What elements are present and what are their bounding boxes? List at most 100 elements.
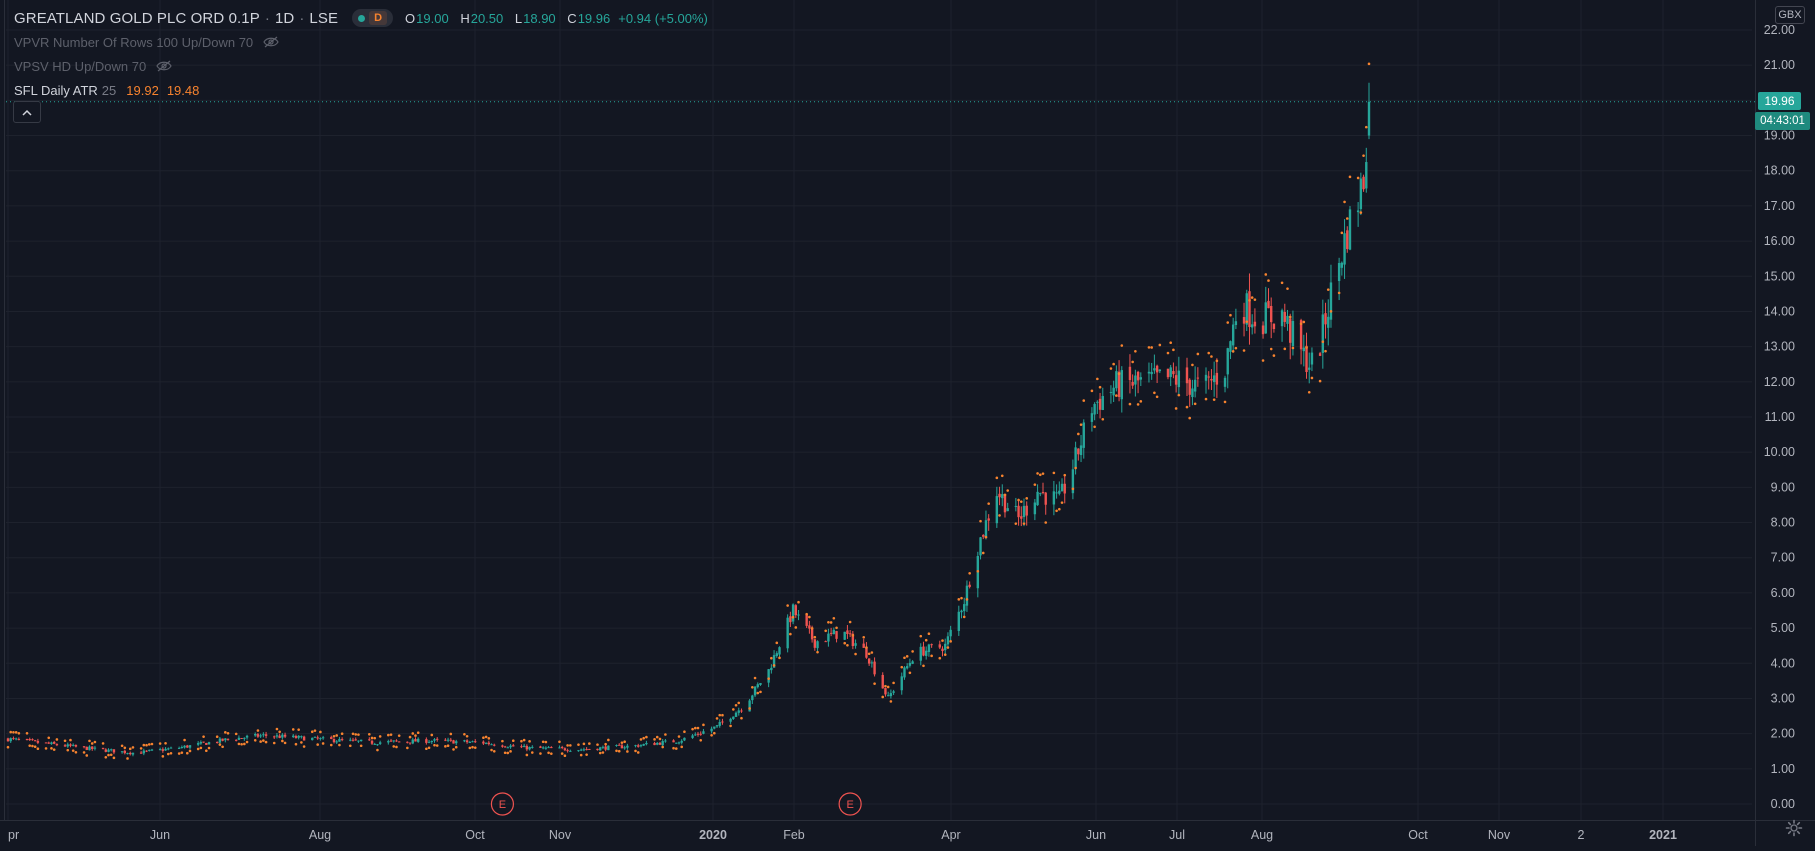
candle-body: [615, 745, 618, 747]
candle-body: [207, 742, 211, 745]
atr-dot: [775, 641, 779, 645]
collapse-legend-button[interactable]: [13, 101, 41, 123]
atr-dot: [1226, 321, 1230, 324]
candle-body: [865, 647, 868, 658]
atr-dot: [981, 551, 985, 555]
indicator-row-atr[interactable]: SFL Daily ATR 25 19.92 19.48: [14, 78, 708, 102]
candle-body: [702, 731, 705, 734]
exchange-label[interactable]: LSE: [309, 9, 339, 27]
atr-value-2: 19.48: [166, 82, 200, 98]
atr-dot: [1101, 417, 1105, 421]
atr-dot: [924, 638, 928, 642]
atr-dot: [85, 754, 89, 757]
candle-body: [283, 734, 287, 737]
atr-dot: [180, 751, 184, 754]
atr-dot: [196, 747, 200, 751]
indicator-label-vpsv[interactable]: VPSV HD Up/Down 70: [14, 58, 147, 74]
candle-body: [944, 643, 947, 651]
candle-body: [259, 735, 262, 737]
interval-label[interactable]: 1D: [274, 9, 295, 27]
candle-body: [1283, 312, 1286, 322]
atr-dot: [243, 742, 246, 746]
candle-body: [881, 674, 884, 689]
candle-body: [482, 741, 485, 744]
symbol-title[interactable]: GREATLAND GOLD PLC ORD 0.1P: [14, 9, 260, 27]
atr-dot: [607, 738, 610, 742]
atr-dot: [808, 615, 811, 619]
atr-dot: [147, 743, 151, 746]
candle-body: [74, 745, 78, 747]
candle-body: [1155, 365, 1159, 373]
candle-body: [1264, 302, 1267, 334]
indicator-name-atr[interactable]: SFL Daily ATR: [14, 82, 98, 98]
eye-off-icon[interactable]: [263, 36, 279, 48]
y-axis-tick-label: 3.00: [1771, 691, 1795, 705]
atr-dot: [639, 738, 643, 741]
atr-dot: [52, 748, 56, 751]
candle-body: [1250, 324, 1254, 328]
close-value: 19.96: [577, 10, 611, 26]
y-axis-tick-label: 0.00: [1771, 797, 1795, 811]
y-axis-tick-label: 17.00: [1764, 199, 1795, 213]
candle-body: [1109, 391, 1113, 393]
atr-dot: [693, 726, 697, 730]
atr-dot: [636, 751, 640, 754]
candle-body: [737, 710, 740, 713]
candle-body: [319, 738, 322, 740]
candle-body: [376, 744, 379, 746]
candle-body: [1093, 403, 1096, 415]
atr-dot: [501, 739, 504, 743]
candle-body: [36, 740, 40, 743]
candle-body: [302, 736, 306, 741]
indicator-row-vpvr[interactable]: VPVR Number Of Rows 100 Up/Down 70: [14, 30, 708, 54]
low-value: 18.90: [523, 10, 556, 26]
atr-dot: [335, 734, 339, 737]
atr-dot: [1204, 397, 1208, 401]
candle-body: [490, 744, 493, 746]
atr-dot: [131, 746, 135, 749]
atr-dot: [1345, 217, 1349, 220]
atr-dot: [338, 743, 341, 747]
candle-body: [775, 653, 778, 657]
atr-dot: [224, 731, 227, 734]
earnings-marker-icon: [838, 792, 862, 816]
candle-body: [85, 746, 88, 750]
atr-dot: [870, 651, 874, 654]
market-status-pill[interactable]: D: [352, 9, 394, 27]
atr-dot: [886, 685, 890, 689]
candle-body: [808, 625, 811, 629]
candle-body: [846, 630, 849, 634]
atr-dot: [1033, 483, 1037, 486]
candle-body: [406, 741, 409, 743]
atr-dot: [1359, 211, 1363, 214]
indicator-label-vpvr[interactable]: VPVR Number Of Rows 100 Up/Down 70: [14, 34, 254, 50]
eye-off-icon[interactable]: [156, 60, 172, 72]
atr-dot: [626, 750, 629, 753]
atr-dot: [550, 752, 553, 755]
candle-body: [911, 661, 914, 664]
atr-dot: [161, 755, 165, 758]
atr-dot: [713, 731, 716, 735]
indicator-row-vpsv[interactable]: VPSV HD Up/Down 70: [14, 54, 708, 78]
atr-dot: [1120, 344, 1124, 347]
atr-dot: [1098, 385, 1102, 389]
atr-dot: [376, 748, 379, 752]
candle-body: [1337, 263, 1341, 282]
atr-dot: [1131, 360, 1134, 364]
atr-dot: [392, 745, 396, 748]
candle-body: [167, 748, 170, 750]
settings-gear-icon[interactable]: [1785, 819, 1803, 837]
candle-body: [199, 742, 203, 744]
atr-dot: [506, 751, 510, 755]
atr-dot: [1367, 62, 1371, 66]
atr-dot: [14, 731, 18, 734]
candle-body: [1242, 317, 1246, 324]
atr-dot: [588, 742, 591, 745]
candle-body: [1074, 447, 1077, 469]
currency-label[interactable]: GBX: [1775, 6, 1805, 24]
y-axis-tick-label: 7.00: [1771, 551, 1795, 565]
atr-dot: [919, 634, 923, 638]
atr-dot: [1348, 175, 1352, 179]
